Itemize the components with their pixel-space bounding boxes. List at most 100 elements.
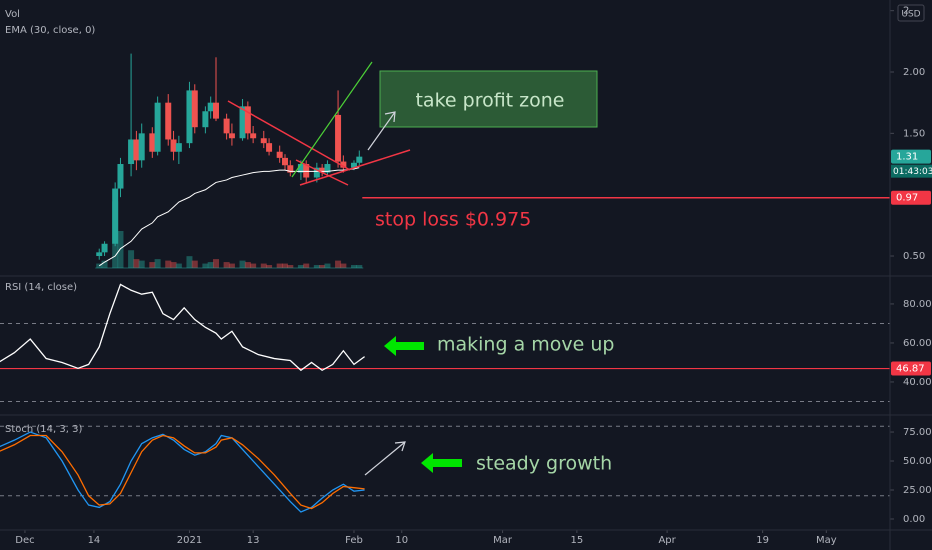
arrow [364,441,406,476]
candle-body [287,165,294,173]
candle-body [239,106,246,139]
candle-body [191,90,198,128]
x-tick-label: 2021 [177,535,202,546]
candle-body [186,90,193,144]
volume-bar [223,262,230,268]
y-tick-label: 0.00 [903,514,925,525]
candle-body [223,118,230,134]
candle-body [165,102,172,140]
candle-body [96,252,103,257]
candle-body [212,102,219,119]
volume-bar [202,263,209,268]
candle-body [170,139,177,152]
volume-bar [356,265,363,268]
candle-body [149,133,156,152]
candle-body [202,111,209,128]
volume-bar [350,265,357,268]
x-tick-label: May [816,535,837,546]
candle-body [138,133,145,161]
volume-bar [212,259,219,268]
volume-bar [303,263,310,268]
candle-body [319,167,326,173]
stop-loss-text: stop loss $0.975 [375,209,531,231]
arrow [367,111,396,151]
candle-body [117,164,124,189]
volume-bar [191,260,198,268]
volume-bar [239,260,246,268]
candle-body [101,243,108,253]
volume-bar [165,260,172,268]
volume-bar [170,262,177,268]
y-tick-label: 75.00 [903,427,932,438]
y-tick-label: 2.00 [903,67,925,78]
candle-body [154,102,161,152]
x-tick-label: 14 [88,535,101,546]
y-tick-label: 25.00 [903,485,932,496]
volume-bar [101,260,108,268]
volume-bar [133,259,140,268]
x-tick-label: Dec [15,535,34,546]
candle-body [335,114,342,162]
volume-bar [281,263,288,268]
volume-bar [287,265,294,268]
stop-tag-text: 0.97 [896,193,918,204]
volume-bar [154,259,161,268]
pane-title-rsi: RSI (14, close) [5,282,77,293]
volume-bar [138,260,145,268]
currency-box[interactable] [897,4,925,22]
y-tick-label: 50.00 [903,456,932,467]
volume-bar [250,263,257,268]
ema-line [98,167,360,267]
candle-body [133,139,140,161]
candle-body [356,156,363,163]
x-tick-label: Apr [658,535,676,546]
candle-body [303,164,310,178]
countdown-tag: 01:43:03 [891,164,932,178]
y-tick-label: 40.00 [903,377,932,388]
volume-bar [266,265,273,268]
candle-body [250,133,257,139]
volume-bar [186,256,193,268]
volume-bar [260,263,267,268]
countdown-text: 01:43:03 [893,167,932,177]
countdown-box [891,164,932,178]
candle-body [297,164,304,173]
x-tick-label: Feb [345,535,363,546]
volume-bar [149,262,156,268]
price-tag: 1.31 [891,149,931,164]
y-tick-label: 2 [903,6,909,17]
volume-bar [340,263,347,268]
level-tag: 46.87 [891,361,931,376]
legend-ema: EMA (30, close, 0) [5,25,95,36]
candle-body [228,133,235,139]
candle-body [276,151,283,158]
level-tag-box [891,361,931,376]
y-tick-label: 80.00 [903,299,932,310]
candle-body [207,102,214,112]
take-profit-box [379,70,598,128]
legend-vol: Vol [5,9,20,20]
y-tick-label: 60.00 [903,338,932,349]
series-line [0,283,365,372]
price-tag-text: 1.31 [896,152,918,163]
trend-line [299,149,411,186]
x-tick-label: Mar [493,535,513,546]
trend-line [295,159,349,186]
x-tick-label: 15 [571,535,584,546]
candle-body [281,157,288,166]
x-tick-label: 10 [395,535,408,546]
x-tick-label: 13 [247,535,260,546]
candle-body [340,161,347,168]
green-arrow [421,453,462,473]
volume-bar [128,250,135,268]
candle-body [128,139,135,165]
volume-bar [297,265,304,268]
candle-body [175,143,182,152]
volume-bar [319,265,326,268]
candle-body [324,164,331,173]
currency[interactable]: USD [901,10,920,20]
volume-bar [335,260,342,268]
pane-title-stoch: Stoch (14, 3, 3) [5,424,82,435]
candle-body [313,167,320,178]
